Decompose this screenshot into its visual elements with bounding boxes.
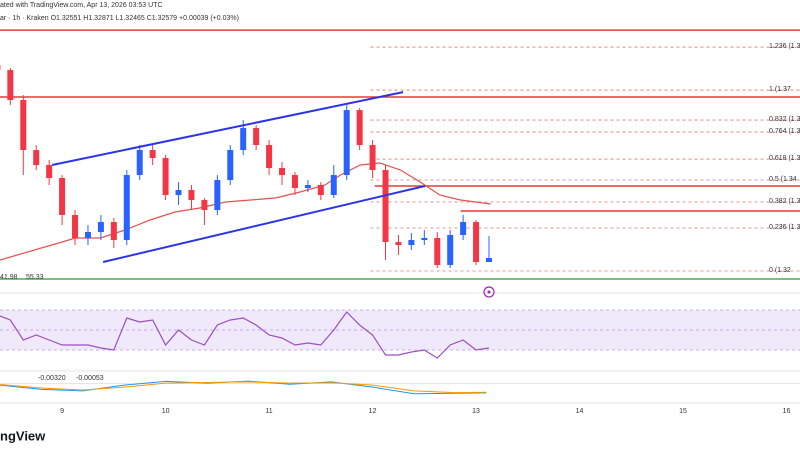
x-tick-label: 10 [162,408,170,415]
candle-body [227,150,234,181]
macd-line [0,381,487,394]
fib-label: 0.764 (1.36 [769,128,800,135]
candle-body [201,200,208,211]
candle-body [72,215,79,239]
header-line: ated with TradingView.com, Apr 13, 2026 … [0,2,163,9]
channel-line [102,185,426,263]
candle-body [434,238,441,266]
x-tick-label: 15 [679,408,687,415]
candle-body [279,168,286,176]
candle-body [188,190,195,201]
x-tick-label: 9 [60,408,64,415]
fib-label: 1.236 (1.38 [769,43,800,50]
rsi-reading: 41.98 [0,274,18,281]
candle-body [59,178,66,216]
x-tick-label: 13 [472,408,480,415]
candle-body [97,222,104,233]
rsi-reading: 55.33 [26,274,44,281]
candle-body [253,128,260,146]
candle-body [382,170,389,243]
fib-label: 0.5 (1.34 [769,176,797,183]
fib-label: 1 (1.37 [769,86,791,93]
candle-body [408,240,415,246]
candle-body [421,238,428,241]
rsi-line [0,311,490,359]
logo: ngView [0,428,46,443]
candle-body [473,222,480,263]
x-tick-label: 11 [265,408,272,415]
moving-average [0,162,491,261]
candle-body [291,175,298,189]
candle-body [149,150,156,159]
candle-body [20,100,27,151]
macd-reading: -0.00053 [76,375,104,382]
candle-body [7,70,14,101]
candle-body [175,190,182,196]
alert-icon-dot [487,290,491,294]
macd-reading: -0.00320 [38,375,66,382]
fib-label: 0 (1.32 [769,267,791,274]
candle-body [266,145,273,169]
candle-body [110,222,117,241]
header-line: ar · 1h · Kraken O1.32551 H1.32871 L1.32… [0,15,239,22]
candle-body [214,180,221,211]
candle-body [447,235,454,266]
candle-body [460,222,467,236]
channel-line [51,91,404,166]
x-tick-label: 16 [783,408,791,415]
candle-body [240,128,247,151]
candle-body [395,242,402,246]
candle-body [84,232,91,239]
candle-body [356,110,363,146]
candle-body [317,185,324,196]
candle-body [330,175,337,196]
candle-body [46,165,53,179]
candle-body [33,150,40,166]
fib-label: 0.236 (1.33 [769,224,800,231]
candle-body [123,175,130,241]
x-tick-label: 14 [576,408,584,415]
fib-label: 0.382 (1.34 [769,198,800,205]
x-tick-label: 12 [369,408,377,415]
macd-line [0,380,487,395]
candle-body [136,150,143,176]
alert-icon[interactable] [483,286,495,298]
candle-body [369,145,376,171]
candle-body [343,110,350,176]
candle-body [304,185,311,189]
candle-body [162,158,169,196]
fib-label: 0.832 (1.36 [769,116,800,123]
fib-label: 0.618 (1.35 [769,155,800,162]
candle-body [486,258,493,263]
